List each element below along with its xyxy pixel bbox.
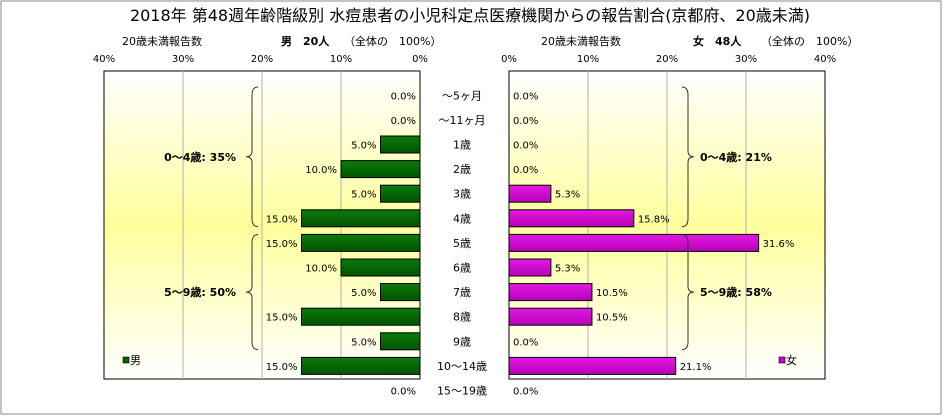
male-value-label: 0.0% (391, 116, 416, 127)
female-group-label: 0～4歳: 21% (700, 150, 772, 164)
female-header-label: 20歳未満報告数 (541, 35, 621, 48)
category-label: 10～14歳 (437, 360, 487, 373)
category-label: 9歳 (453, 335, 471, 348)
female-value-label: 0.0% (513, 165, 538, 176)
male-value-label: 0.0% (391, 91, 416, 102)
category-label: 6歳 (453, 262, 471, 275)
male-value-label: 5.0% (351, 288, 376, 299)
category-label: 1歳 (453, 139, 471, 152)
male-value-label: 5.0% (351, 337, 376, 348)
male-group-brace (245, 234, 259, 351)
female-panel: 0% 10% 20% 30% 40% 20歳未満報告数 女 48人 （全体の 100%） 0.0… (501, 34, 858, 398)
male-bar (340, 258, 421, 277)
male-bar (380, 184, 421, 203)
female-value-label: 0.0% (513, 116, 538, 127)
category-label: 5歳 (453, 237, 471, 250)
male-legend-label: 男 (130, 354, 141, 367)
male-header-count: 男 20人 (281, 34, 330, 48)
category-label: 4歳 (453, 212, 471, 225)
male-group-label: 5～9歳: 50% (164, 285, 236, 299)
female-tick-label: 20% (656, 54, 678, 65)
female-header-count: 女 48人 (693, 34, 742, 48)
male-bar (380, 332, 421, 351)
category-labels: ～5ヶ月 ～11ヶ月 1歳 2歳 3歳 4歳 5歳 6歳 7歳 8歳 9歳 10～14歳 15～19歳 (437, 89, 487, 397)
female-value-label: 0.0% (513, 387, 538, 398)
female-value-label: 10.5% (596, 313, 628, 324)
female-bar (508, 307, 593, 326)
male-value-label: 5.0% (351, 141, 376, 152)
female-bar (508, 184, 552, 203)
male-bar (380, 135, 421, 154)
female-value-label: 15.8% (638, 214, 670, 225)
category-label: ～5ヶ月 (442, 89, 482, 102)
male-value-label: 10.0% (305, 264, 337, 275)
female-group-brace (681, 86, 695, 228)
male-bar (301, 307, 421, 326)
male-group-label: 0～4歳: 35% (164, 150, 236, 164)
female-value-label: 31.6% (763, 239, 795, 250)
male-value-label: 15.0% (266, 362, 298, 373)
male-bar (380, 283, 421, 302)
female-value-label: 21.1% (680, 362, 712, 373)
female-bar (508, 209, 635, 228)
female-tick-label: 10% (577, 54, 599, 65)
female-value-label: 0.0% (513, 337, 538, 348)
male-bar (301, 209, 421, 228)
female-value-label: 5.3% (555, 190, 580, 201)
female-bar (508, 283, 593, 302)
female-bar (508, 356, 677, 375)
female-tick-label: 30% (735, 54, 757, 65)
male-tick-label: 40% (93, 54, 115, 65)
male-bar (340, 160, 421, 179)
female-group-label: 5～9歳: 58% (700, 285, 772, 299)
female-value-label: 5.3% (555, 264, 580, 275)
female-group-brace (681, 234, 695, 351)
chart-title: 2018年 第48週年齢階級別 水痘患者の小児科定点医療機関からの報告割合(京都… (130, 6, 810, 25)
category-label: 2歳 (453, 163, 471, 176)
female-legend-label: 女 (786, 353, 797, 367)
female-tick-label: 0% (501, 54, 517, 65)
category-label: 8歳 (453, 311, 471, 324)
male-tick-label: 0% (412, 54, 428, 65)
female-legend-swatch (778, 356, 786, 364)
male-bar (301, 356, 421, 375)
female-tick-label: 40% (814, 54, 836, 65)
female-value-label: 0.0% (513, 91, 538, 102)
male-group-brace (245, 86, 259, 228)
male-value-label: 5.0% (351, 190, 376, 201)
female-bar (508, 258, 552, 277)
male-header-total: （全体の 100%） (344, 34, 441, 48)
male-value-label: 15.0% (266, 313, 298, 324)
category-label: 15～19歳 (437, 385, 487, 398)
male-value-label: 10.0% (305, 165, 337, 176)
male-tick-label: 20% (251, 54, 273, 65)
female-header-total: （全体の 100%） (761, 34, 858, 48)
male-tick-label: 30% (172, 54, 194, 65)
female-bar (508, 233, 760, 252)
category-label: ～11ヶ月 (439, 114, 486, 127)
male-value-label: 15.0% (266, 214, 298, 225)
male-header-label: 20歳未満報告数 (122, 35, 202, 48)
male-value-label: 15.0% (266, 239, 298, 250)
male-value-label: 0.0% (391, 387, 416, 398)
female-value-label: 10.5% (596, 288, 628, 299)
male-legend-swatch (122, 356, 130, 364)
male-tick-label: 10% (330, 54, 352, 65)
category-label: 3歳 (453, 188, 471, 201)
male-bar (301, 233, 421, 252)
male-panel: 0% 10% 20% 30% 40% 20歳未満報告数 男 20人 （全体の 100%） 0.0… (93, 34, 442, 398)
female-value-label: 0.0% (513, 141, 538, 152)
category-label: 7歳 (453, 286, 471, 299)
